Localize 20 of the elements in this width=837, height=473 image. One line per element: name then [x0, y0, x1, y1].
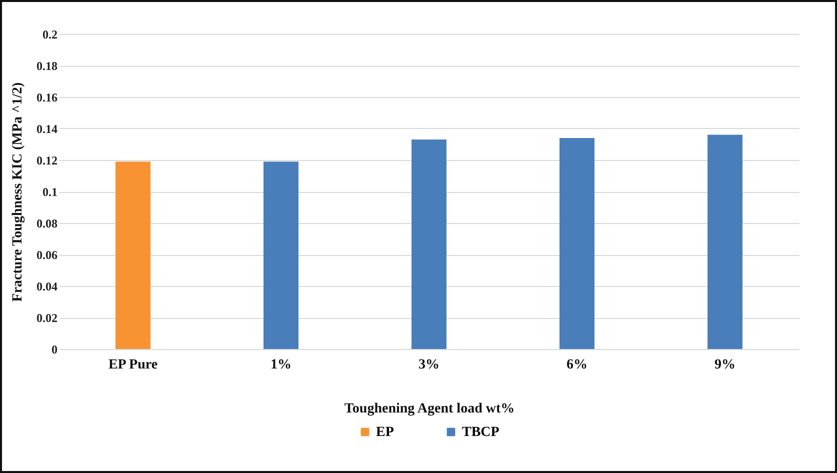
y-tick-label: 0.18 — [36, 59, 58, 73]
y-tick-label: 0.02 — [36, 311, 58, 325]
y-tick-label: 0.06 — [36, 248, 58, 262]
y-tick-label: 0.2 — [42, 28, 58, 42]
x-tick-label: 6% — [566, 358, 588, 372]
y-tick-label: 0.08 — [36, 216, 58, 230]
y-tick-label: 0.12 — [36, 154, 58, 168]
y-axis-title: Fracture Toughness KIC (MPa ^1/2) — [10, 82, 26, 302]
y-tick-label: 0 — [52, 342, 58, 356]
x-tick-label: 3% — [418, 358, 440, 372]
x-tick-label: EP Pure — [108, 358, 158, 372]
y-tick-label: 0.04 — [36, 280, 58, 294]
x-tick-label: 9% — [714, 358, 736, 372]
legend-label: EP — [376, 425, 394, 440]
y-tick-label: 0.16 — [36, 90, 58, 104]
y-tick-label: 0.14 — [36, 122, 58, 136]
legend-label: TBCP — [462, 425, 500, 440]
x-tick-label: 1% — [270, 358, 292, 372]
y-tick-label: 0.1 — [42, 185, 58, 199]
x-axis-title: Toughening Agent load wt% — [344, 402, 515, 416]
